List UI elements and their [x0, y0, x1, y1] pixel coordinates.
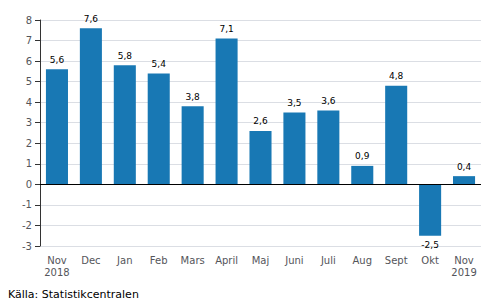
svg-text:2: 2: [26, 138, 32, 149]
svg-text:7: 7: [26, 35, 32, 46]
svg-text:2,6: 2,6: [253, 116, 268, 126]
svg-text:7,6: 7,6: [84, 14, 99, 24]
svg-text:Feb: Feb: [150, 255, 168, 266]
svg-text:0: 0: [26, 179, 32, 190]
svg-text:April: April: [215, 255, 238, 266]
svg-text:5: 5: [26, 76, 32, 87]
svg-text:Maj: Maj: [252, 255, 270, 266]
svg-text:Juli: Juli: [320, 255, 336, 266]
svg-text:Juni: Juni: [284, 255, 303, 266]
svg-text:3,5: 3,5: [287, 98, 301, 108]
svg-text:Nov: Nov: [454, 255, 474, 266]
svg-text:-2: -2: [22, 220, 32, 231]
svg-text:2019: 2019: [451, 267, 476, 278]
svg-text:Okt: Okt: [421, 255, 439, 266]
svg-text:1: 1: [26, 158, 32, 169]
svg-text:4: 4: [26, 97, 32, 108]
svg-text:0,4: 0,4: [457, 162, 472, 172]
svg-text:0,9: 0,9: [355, 151, 370, 161]
svg-text:2018: 2018: [44, 267, 69, 278]
svg-text:4,8: 4,8: [389, 71, 404, 81]
svg-text:Nov: Nov: [47, 255, 67, 266]
svg-text:Jan: Jan: [116, 255, 132, 266]
svg-text:3: 3: [26, 117, 32, 128]
svg-text:-3: -3: [22, 241, 32, 252]
svg-text:7,1: 7,1: [219, 24, 233, 34]
svg-text:Dec: Dec: [81, 255, 100, 266]
svg-text:8: 8: [26, 15, 32, 26]
svg-text:-2,5: -2,5: [421, 240, 439, 250]
svg-text:3,6: 3,6: [321, 96, 336, 106]
svg-text:3,8: 3,8: [185, 92, 200, 102]
svg-text:Aug: Aug: [353, 255, 373, 266]
svg-text:Källa: Statistikcentralen: Källa: Statistikcentralen: [8, 288, 139, 301]
svg-text:5,8: 5,8: [118, 51, 133, 61]
svg-text:Sept: Sept: [385, 255, 408, 266]
svg-text:-1: -1: [22, 199, 32, 210]
svg-text:6: 6: [26, 56, 32, 67]
svg-text:5,4: 5,4: [152, 59, 167, 69]
svg-text:Mars: Mars: [181, 255, 205, 266]
svg-text:5,6: 5,6: [50, 55, 65, 65]
